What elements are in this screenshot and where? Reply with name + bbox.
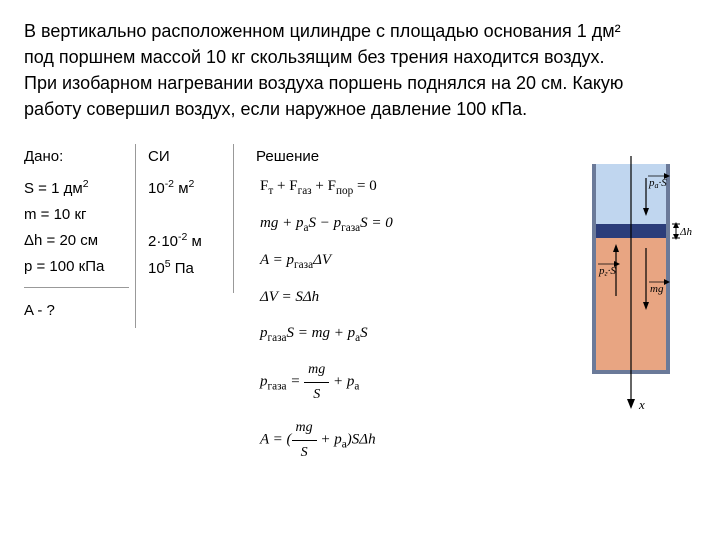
si-heading: СИ	[148, 144, 233, 170]
si-s: 10-2 м2	[148, 175, 233, 202]
pa-label: pa·S	[648, 177, 667, 190]
cylinder-diagram: x pa·S pг·S mg Δh	[572, 156, 692, 426]
problem-line-1: В вертикально расположенном цилиндре с п…	[24, 21, 621, 41]
mg-label: mg	[650, 283, 664, 295]
problem-line-2: под поршнем массой 10 кг скользящим без …	[24, 47, 605, 67]
si-column: СИ 10-2 м2 2·10-2 м 105 Па	[144, 144, 234, 292]
given-block: S = 1 дм2 m = 10 кг Δh = 20 см p = 100 к…	[24, 175, 129, 287]
given-answer: A - ?	[24, 287, 129, 324]
given-p: p = 100 кПа	[24, 254, 129, 280]
eq-pgas: pгаза = mgS + pa	[260, 358, 522, 407]
solution-heading: Решение	[256, 144, 522, 170]
eq-final: A = (mgS + pa)SΔh	[260, 416, 522, 465]
problem-line-3: При изобарном нагревании воздуха поршень…	[24, 73, 623, 93]
right-wall	[666, 164, 670, 374]
solution-column: Решение Fт + Fгаз + Fпор = 0 mg + paS − …	[242, 144, 522, 475]
given-dh: Δh = 20 см	[24, 228, 129, 254]
si-block: 10-2 м2 2·10-2 м 105 Па	[148, 175, 233, 289]
pg-label: pг·S	[598, 265, 616, 278]
given-s: S = 1 дм2	[24, 175, 129, 202]
given-heading: Дано:	[24, 144, 129, 170]
eq-dv: ΔV = SΔh	[260, 285, 522, 311]
x-arrowhead	[627, 399, 635, 409]
given-column: Дано: S = 1 дм2 m = 10 кг Δh = 20 см p =…	[24, 144, 136, 328]
problem-line-4: работу совершил воздух, если наружное да…	[24, 99, 527, 119]
eq-work: A = pгазаΔV	[260, 248, 522, 275]
problem-statement: В вертикально расположенном цилиндре с п…	[24, 18, 696, 122]
x-label: x	[638, 397, 645, 412]
given-m: m = 10 кг	[24, 202, 129, 228]
si-dh: 2·10-2 м	[148, 228, 233, 255]
dh-label: Δh	[679, 226, 692, 238]
left-wall	[592, 164, 596, 374]
eq-balance: mg + paS − pгазаS = 0	[260, 211, 522, 238]
eq-forces: Fт + Fгаз + Fпор = 0	[260, 174, 522, 201]
eq-pgasS: pгазаS = mg + paS	[260, 321, 522, 348]
diagram-svg: x pa·S pг·S mg Δh	[572, 156, 692, 426]
si-p: 105 Па	[148, 255, 233, 282]
